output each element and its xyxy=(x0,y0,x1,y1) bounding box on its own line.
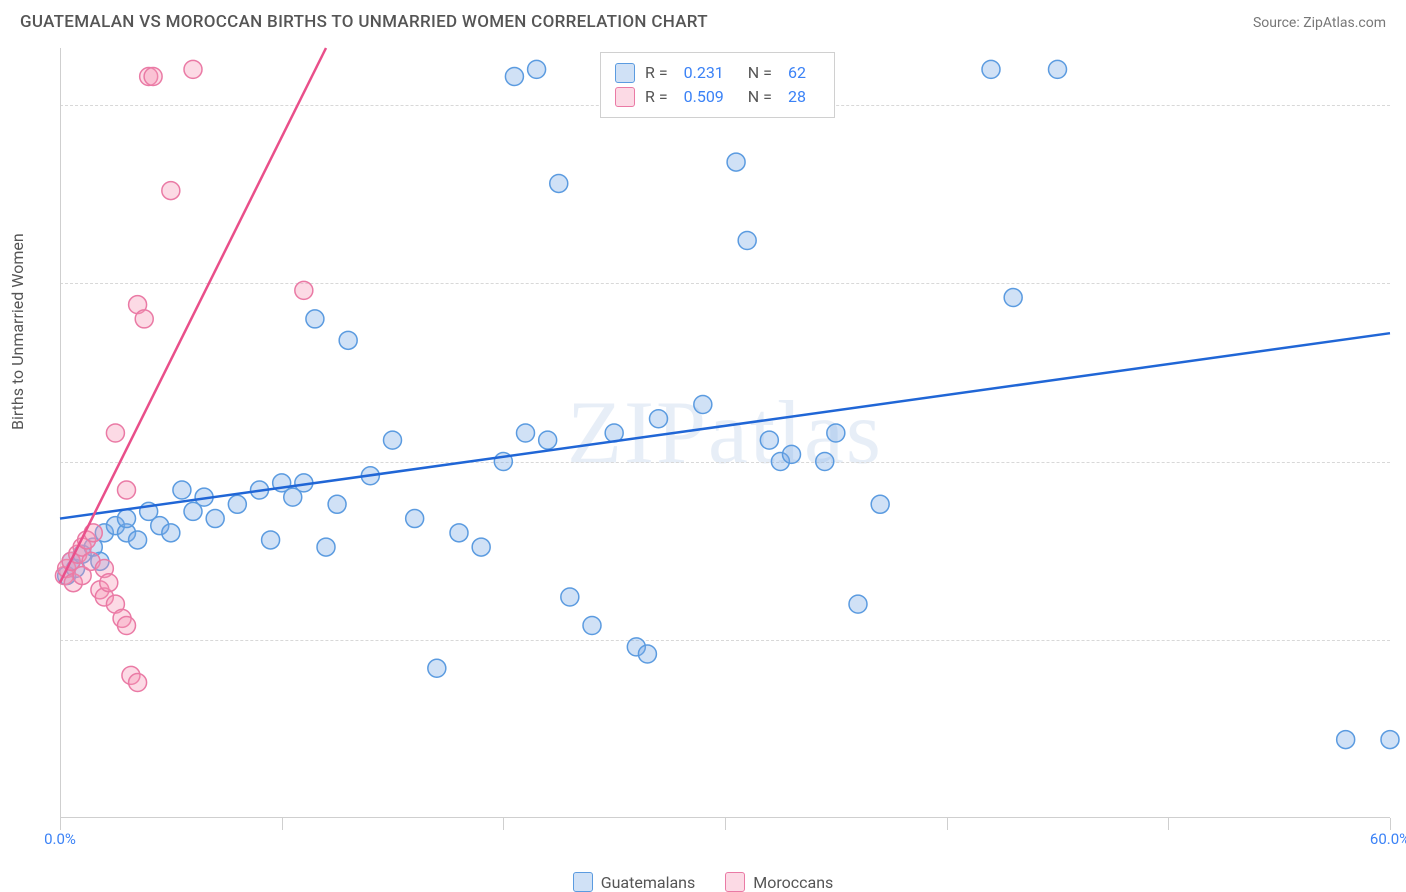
r-label: R = xyxy=(645,61,668,85)
data-point xyxy=(118,617,136,635)
header: GUATEMALAN VS MOROCCAN BIRTHS TO UNMARRI… xyxy=(0,0,1406,40)
data-point xyxy=(328,495,346,513)
data-point xyxy=(871,495,889,513)
n-label: N = xyxy=(748,85,772,109)
data-point xyxy=(384,431,402,449)
y-tick-label: 75.0% xyxy=(1400,274,1406,292)
data-point xyxy=(162,182,180,200)
stats-row: R = 0.231 N = 62 xyxy=(615,61,820,85)
stats-legend: R = 0.231 N = 62 R = 0.509 N = 28 xyxy=(600,52,835,118)
r-label: R = xyxy=(645,85,668,109)
data-point xyxy=(339,331,357,349)
chart-area: ZIPatlas 25.0%50.0%75.0%100.0%0.0%60.0% … xyxy=(60,48,1390,818)
data-point xyxy=(694,395,712,413)
data-point xyxy=(100,574,118,592)
chart-title: GUATEMALAN VS MOROCCAN BIRTHS TO UNMARRI… xyxy=(20,12,708,32)
data-point xyxy=(517,424,535,442)
x-tick xyxy=(725,818,726,830)
data-point xyxy=(228,495,246,513)
y-tick-label: 100.0% xyxy=(1400,96,1406,114)
data-point xyxy=(1337,731,1355,749)
y-axis-label: Births to Unmarried Women xyxy=(8,233,27,430)
data-point xyxy=(505,68,523,86)
data-point xyxy=(638,645,656,663)
n-label: N = xyxy=(748,61,772,85)
x-tick-label: 0.0% xyxy=(44,830,76,848)
data-point xyxy=(849,595,867,613)
series-legend: Guatemalans Moroccans xyxy=(0,872,1406,892)
x-tick xyxy=(1390,818,1391,830)
stats-row: R = 0.509 N = 28 xyxy=(615,85,820,109)
data-point xyxy=(173,481,191,499)
data-point xyxy=(727,153,745,171)
data-point xyxy=(144,68,162,86)
data-point xyxy=(118,481,136,499)
data-point xyxy=(539,431,557,449)
legend-swatch xyxy=(615,87,635,107)
data-point xyxy=(760,431,778,449)
data-point xyxy=(317,538,335,556)
r-value: 0.509 xyxy=(684,85,724,109)
data-point xyxy=(1004,289,1022,307)
data-point xyxy=(816,453,834,471)
n-value: 62 xyxy=(788,61,806,85)
data-point xyxy=(1381,731,1399,749)
legend-item: Moroccans xyxy=(725,872,833,892)
data-point xyxy=(162,524,180,542)
data-point xyxy=(306,310,324,328)
data-point xyxy=(472,538,490,556)
data-point xyxy=(106,424,124,442)
x-tick xyxy=(503,818,504,830)
plot-region: ZIPatlas 25.0%50.0%75.0%100.0%0.0%60.0% xyxy=(60,48,1390,818)
data-point xyxy=(650,410,668,428)
data-point xyxy=(561,588,579,606)
y-tick-label: 50.0% xyxy=(1400,453,1406,471)
data-point xyxy=(583,617,601,635)
y-tick-label: 25.0% xyxy=(1400,631,1406,649)
data-point xyxy=(738,232,756,250)
data-point xyxy=(783,445,801,463)
data-point xyxy=(450,524,468,542)
x-tick xyxy=(947,818,948,830)
x-tick xyxy=(1168,818,1169,830)
data-point xyxy=(827,424,845,442)
r-value: 0.231 xyxy=(684,61,724,85)
data-point xyxy=(118,510,136,528)
data-point xyxy=(550,174,568,192)
data-point xyxy=(129,674,147,692)
data-point xyxy=(206,510,224,528)
data-point xyxy=(184,60,202,78)
x-tick xyxy=(282,818,283,830)
trend-line xyxy=(60,333,1390,518)
data-point xyxy=(428,659,446,677)
legend-label: Guatemalans xyxy=(601,873,696,892)
data-point xyxy=(129,531,147,549)
data-point xyxy=(135,310,153,328)
legend-swatch xyxy=(573,872,593,892)
scatter-svg xyxy=(60,48,1390,818)
legend-swatch xyxy=(725,872,745,892)
data-point xyxy=(262,531,280,549)
data-point xyxy=(295,281,313,299)
legend-item: Guatemalans xyxy=(573,872,696,892)
legend-label: Moroccans xyxy=(753,873,833,892)
x-tick xyxy=(60,818,61,830)
data-point xyxy=(406,510,424,528)
data-point xyxy=(1049,60,1067,78)
x-tick-label: 60.0% xyxy=(1370,830,1406,848)
legend-swatch xyxy=(615,63,635,83)
data-point xyxy=(982,60,1000,78)
source-label: Source: ZipAtlas.com xyxy=(1253,15,1386,31)
n-value: 28 xyxy=(788,85,806,109)
data-point xyxy=(528,60,546,78)
